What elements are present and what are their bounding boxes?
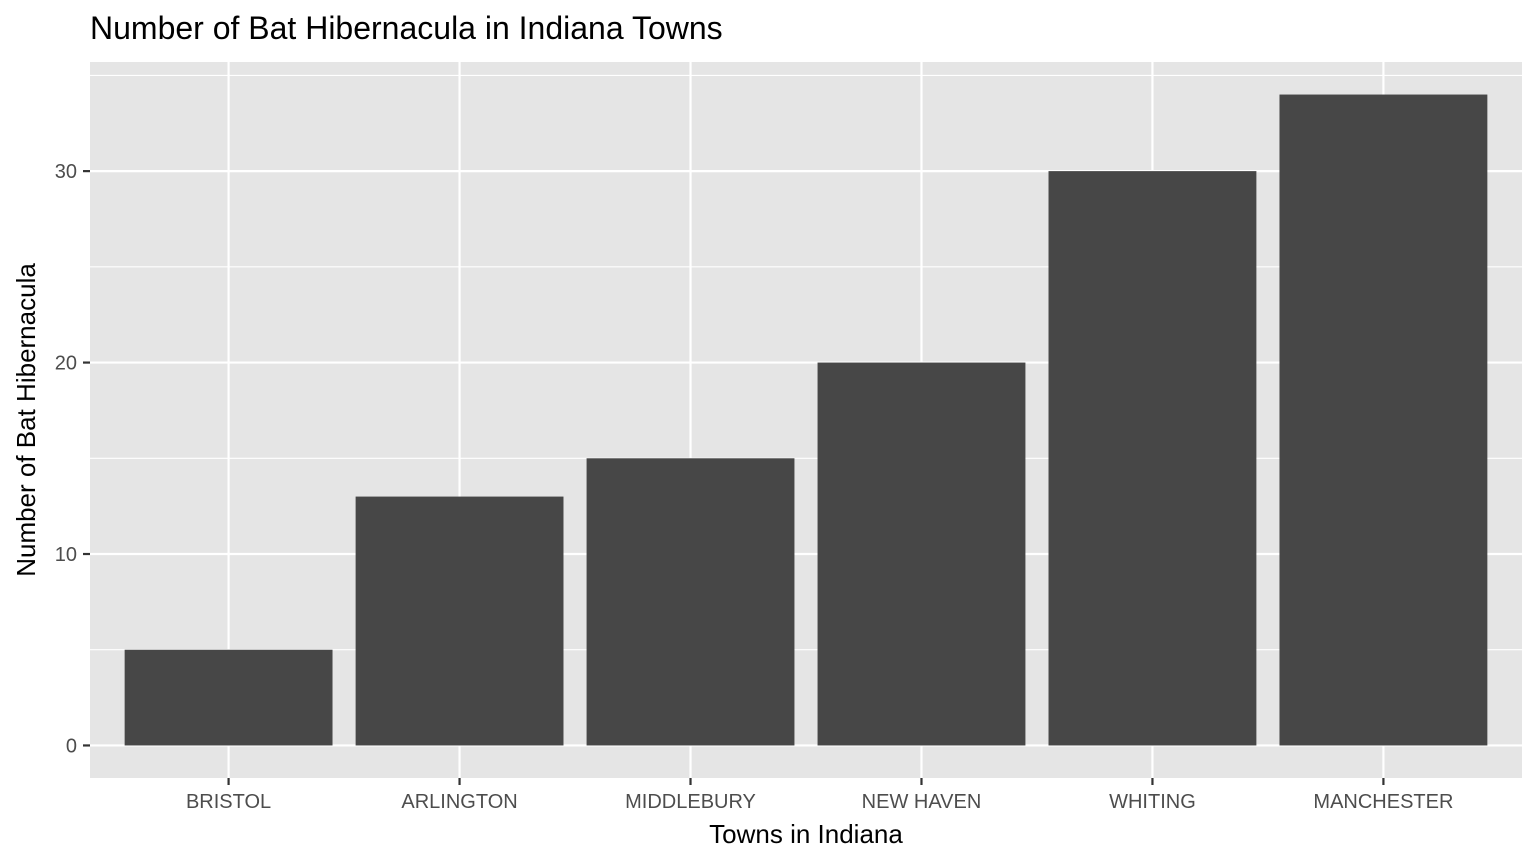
x-tick-label: NEW HAVEN (862, 791, 982, 813)
bar-arlington (355, 496, 564, 746)
y-tick-label: 0 (66, 735, 77, 757)
x-axis: BRISTOL ARLINGTON MIDDLEBURY NEW HAVEN WHITI… (186, 778, 1453, 813)
bar-middlebury (586, 458, 795, 746)
bar-whiting (1048, 171, 1257, 746)
chart-title: Number of Bat Hibernacula in Indiana Tow… (90, 10, 723, 46)
bar-bristol (124, 649, 333, 746)
x-axis-title: Towns in Indiana (709, 819, 903, 849)
bars (124, 94, 1488, 746)
y-tick-label: 20 (55, 353, 77, 375)
y-tick-label: 10 (55, 544, 77, 566)
x-tick-label: MANCHESTER (1313, 791, 1453, 813)
x-tick-label: WHITING (1109, 791, 1196, 813)
bar-new-haven (817, 362, 1026, 746)
y-axis-title: Number of Bat Hibernacula (11, 263, 41, 577)
y-tick-label: 30 (55, 161, 77, 183)
bar-manchester (1279, 94, 1488, 746)
x-tick-label: BRISTOL (186, 791, 271, 813)
y-axis: 0 10 20 30 (55, 161, 90, 757)
x-tick-label: ARLINGTON (401, 791, 517, 813)
x-tick-label: MIDDLEBURY (625, 791, 756, 813)
